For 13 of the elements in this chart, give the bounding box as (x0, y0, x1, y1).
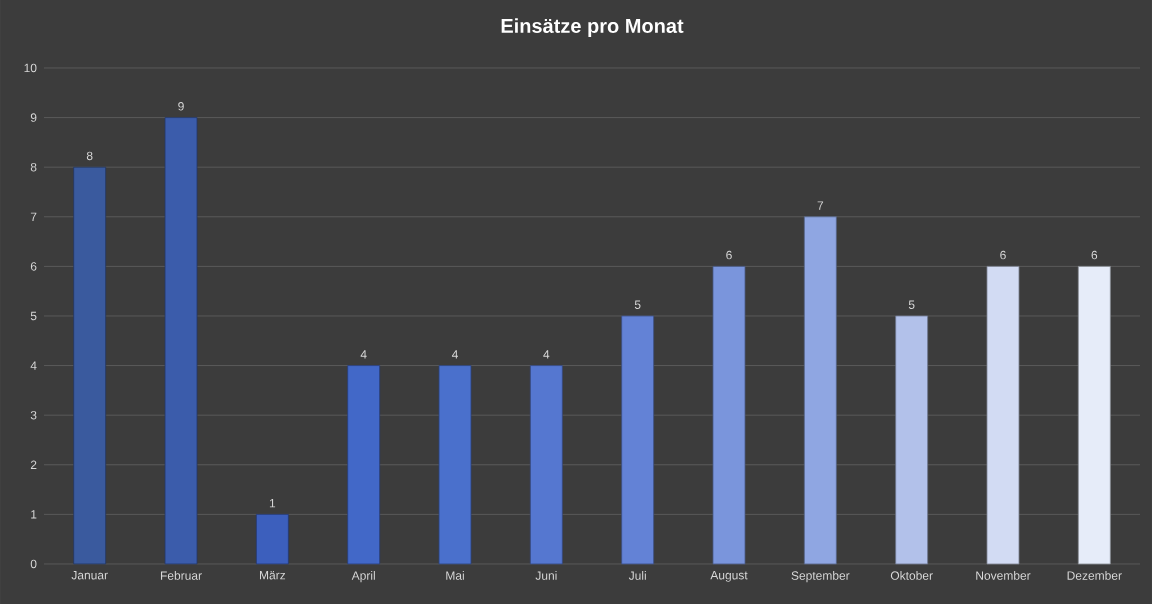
bar (255, 513, 289, 565)
bar (1077, 265, 1111, 565)
bar (712, 265, 746, 565)
bar (803, 216, 837, 565)
bar (73, 166, 107, 565)
chart-title: Einsätze pro Monat (501, 18, 684, 37)
bar (986, 265, 1020, 565)
bar (621, 315, 655, 565)
bar (347, 365, 381, 565)
bar (529, 365, 563, 565)
bar (438, 365, 472, 565)
bar (895, 315, 929, 565)
bar (164, 117, 198, 565)
